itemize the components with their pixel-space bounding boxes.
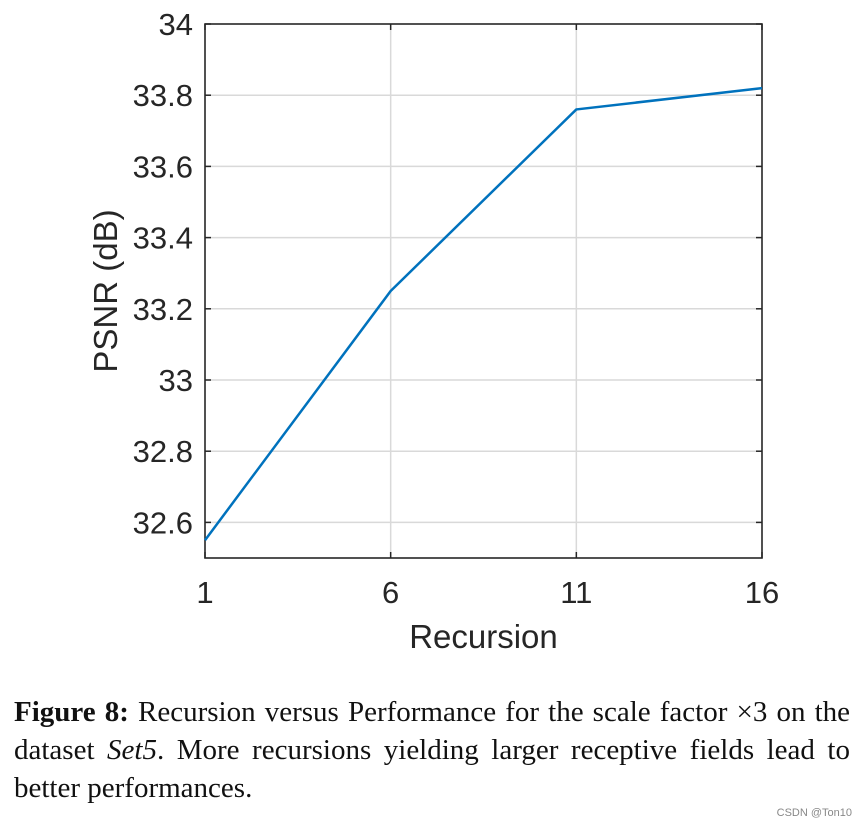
x-tick-label: 16 (745, 575, 779, 610)
y-tick-label: 32.6 (133, 505, 193, 540)
caption-label: Figure 8: (14, 696, 129, 728)
plot-area-frame (204, 23, 763, 559)
y-tick-label: 34 (159, 7, 193, 42)
x-tick-label: 6 (382, 575, 399, 610)
y-tick-label: 33.6 (133, 149, 193, 184)
caption-text-after: . More recursions yielding larger recept… (14, 734, 850, 804)
y-tick-label: 33.4 (133, 221, 193, 256)
y-tick-label: 33.8 (133, 78, 193, 113)
watermark: CSDN @Ton10 (776, 807, 852, 819)
caption-text-before: Recursion versus Performance for the sca… (14, 696, 850, 766)
series-line (203, 86, 763, 541)
x-tick-label: 1 (196, 575, 213, 610)
x-axis-title: Recursion (409, 618, 558, 655)
axis-ticks (204, 23, 763, 558)
caption-dataset: Set5 (107, 734, 157, 766)
y-tick-label: 32.8 (133, 434, 193, 469)
x-tick-label: 11 (560, 575, 592, 610)
series-layer (203, 86, 763, 541)
y-tick-label: 33 (159, 363, 193, 398)
grid-lines (205, 24, 762, 558)
y-tick-label: 33.2 (133, 292, 193, 327)
figure-caption: Figure 8: Recursion versus Performance f… (14, 693, 850, 807)
y-axis-title: PSNR (dB) (87, 209, 124, 372)
